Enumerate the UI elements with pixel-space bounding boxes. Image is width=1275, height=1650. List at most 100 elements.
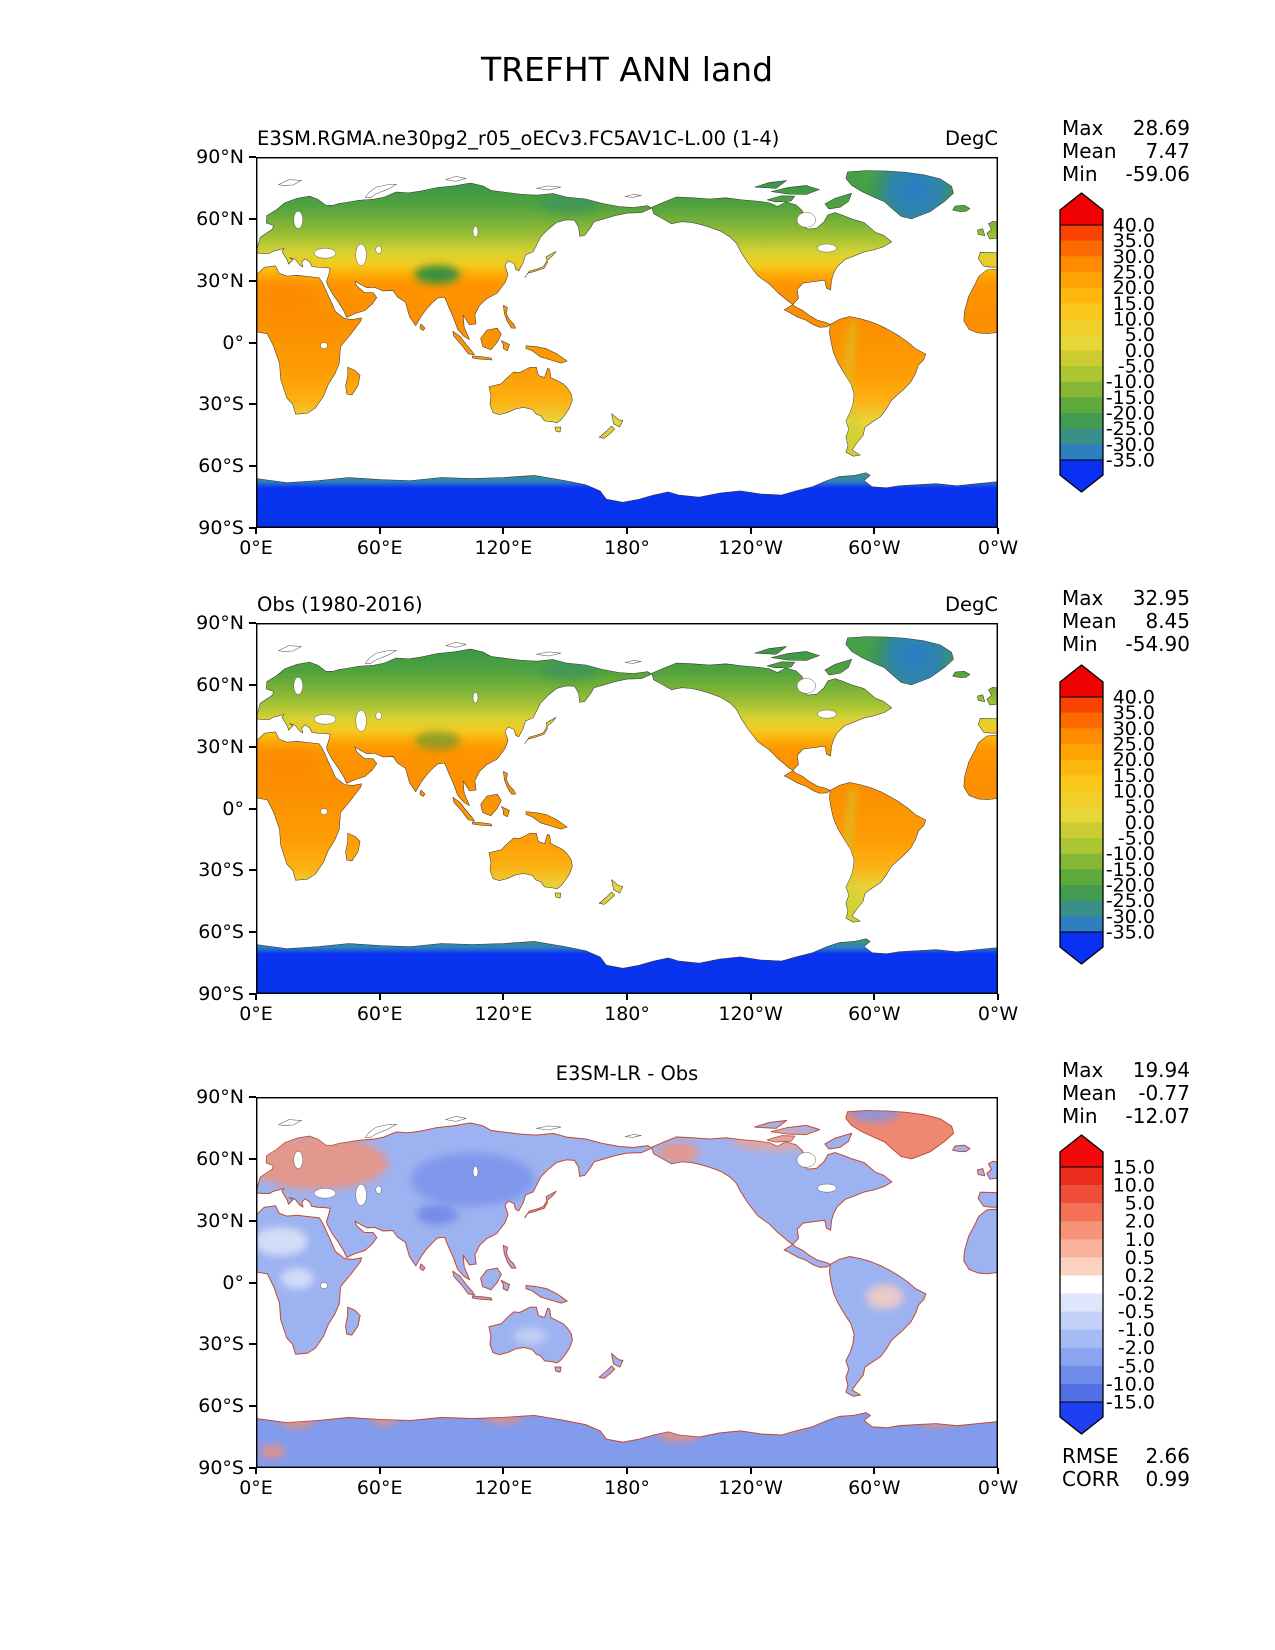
y-tick (249, 807, 256, 810)
stat-row: CORR 0.99 (1062, 1468, 1190, 1491)
x-tick (378, 1468, 381, 1474)
panel-3-title: E3SM-LR - Obs (555, 1062, 699, 1085)
y-tick-label: 30°S (198, 393, 244, 416)
colorbar-tick-label: -20.0 (1106, 402, 1155, 424)
figure-title: TREFHT ANN land (480, 50, 774, 89)
x-tick-label: 180° (604, 537, 650, 559)
y-tick-label: 0° (222, 1271, 244, 1294)
colorbar-tick-label: -5.0 (1118, 355, 1155, 377)
stat-row: Min -12.07 (1062, 1105, 1190, 1128)
x-tick (502, 1468, 505, 1474)
y-tick-label: 90°S (198, 983, 244, 1005)
colorbar-tick-label: 35.0 (1113, 702, 1155, 724)
colorbar-tick-label: 10.0 (1113, 308, 1155, 330)
y-tick (249, 1157, 256, 1160)
world-map-panel-1 (256, 157, 998, 528)
x-tick-label: 120°E (474, 537, 533, 559)
x-tick-label: 120°W (718, 537, 783, 559)
y-tick (249, 465, 256, 468)
y-tick-label: 30°N (196, 1209, 244, 1232)
y-tick-label: 90°S (198, 517, 244, 539)
x-tick (997, 994, 999, 1000)
y-tick (249, 1405, 256, 1408)
colorbar-panel-1: 40.035.030.025.020.015.010.05.00.0-5.0-1… (1059, 192, 1155, 493)
y-tick (249, 869, 256, 872)
stat-value: -59.06 (1125, 162, 1190, 186)
x-tick (749, 994, 752, 1000)
x-tick (626, 528, 628, 534)
colorbar-tick-label: -10.0 (1106, 1373, 1155, 1395)
colorbar-slot-panel-2: 40.0 35.0 30.0 25.0 20.0 15.0 10.0 5.0 0.0 -5.0 -1… (1058, 663, 1218, 968)
panel-2-title: Obs (1980-2016) (257, 593, 423, 616)
x-tick-label: 0°W (977, 537, 1019, 559)
y-tick-label: 30°N (196, 269, 244, 292)
x-tick-label: 60°W (848, 537, 901, 559)
y-tick-label: 60°N (196, 673, 244, 696)
x-tick (997, 528, 999, 534)
x-tick (749, 528, 752, 534)
colorbar-tick-label: 35.0 (1113, 230, 1155, 252)
panel-1-title: E3SM.RGMA.ne30pg2_r05_oECv3.FC5AV1C-L.00… (257, 127, 780, 150)
y-tick-label: 0° (222, 331, 244, 354)
y-tick-label: 90°S (198, 1457, 244, 1479)
colorbar-tick-label: 5.0 (1125, 796, 1155, 818)
colorbar-tick-label: -15.0 (1106, 859, 1155, 881)
y-tick-label: 60°S (198, 455, 244, 478)
map-panel-1 (256, 157, 998, 528)
stat-label: CORR (1062, 1467, 1120, 1491)
y-tick-label: 60°S (198, 1395, 244, 1418)
stat-label: Mean (1062, 139, 1117, 163)
stat-value: -12.07 (1125, 1104, 1190, 1128)
y-tick (249, 1281, 256, 1284)
colorbar-panel-2: 40.035.030.025.020.015.010.05.00.0-5.0-1… (1059, 664, 1155, 965)
stat-value: 8.45 (1145, 609, 1190, 633)
colorbar-tick-label: -35.0 (1106, 449, 1155, 471)
y-tick (249, 622, 256, 624)
y-tick (249, 745, 256, 748)
stat-row: RMSE 2.66 (1062, 1445, 1190, 1468)
colorbar-tick-label: -30.0 (1106, 906, 1155, 928)
colorbar-tick-label: -1.0 (1118, 1319, 1155, 1341)
y-tick-label: 90°N (196, 1086, 244, 1108)
panel-3-skill-stats: RMSE 2.66 CORR 0.99 (1062, 1445, 1190, 1491)
y-tick-label: 0° (222, 797, 244, 820)
colorbar-tick-label: 0.0 (1125, 340, 1155, 362)
stat-row: Mean -0.77 (1062, 1082, 1190, 1105)
stat-value: 19.94 (1132, 1058, 1190, 1082)
x-tick-label: 180° (604, 1477, 650, 1499)
x-tick (378, 528, 381, 534)
y-tick (249, 993, 256, 995)
panel-2-units-label: DegC (944, 593, 998, 616)
x-tick-label: 120°W (718, 1003, 783, 1025)
colorbar-slot-panel-3: 15.0 10.0 5.0 2.0 1.0 0.5 0.2 -0.2 -0.5 -1.0 -2.0-… (1058, 1133, 1218, 1438)
x-tick-label: 0°W (977, 1003, 1019, 1025)
y-tick-label: 30°S (198, 1333, 244, 1356)
world-map-panel-3 (256, 1097, 998, 1468)
panel-1-units-label: DegC (944, 127, 998, 150)
colorbar-tick-label: -5.0 (1118, 827, 1155, 849)
x-tick (626, 994, 628, 1000)
colorbar-tick-label: -0.2 (1118, 1283, 1155, 1305)
stat-value: -0.77 (1138, 1081, 1190, 1105)
y-tick (249, 341, 256, 344)
stat-value: 7.47 (1145, 139, 1190, 163)
stat-label: Min (1062, 632, 1098, 656)
y-tick (249, 1467, 256, 1469)
y-tick (249, 1219, 256, 1222)
colorbar-tick-label: 15.0 (1113, 765, 1155, 787)
world-map-panel-2 (256, 623, 998, 994)
colorbar-tick-label: 5.0 (1125, 1193, 1155, 1215)
colorbar-tick-label: 15.0 (1113, 1156, 1155, 1178)
colorbar-tick-label: 30.0 (1113, 246, 1155, 268)
y-tick-label: 60°N (196, 1147, 244, 1170)
x-tick-label: 60°E (356, 537, 403, 559)
colorbar-tick-label: 25.0 (1113, 733, 1155, 755)
x-tick (255, 1468, 257, 1474)
map-panel-3 (256, 1097, 998, 1468)
x-tick (749, 1468, 752, 1474)
y-tick-label: 60°N (196, 207, 244, 230)
stat-value: 32.95 (1132, 586, 1190, 610)
x-tick-label: 60°W (848, 1003, 901, 1025)
colorbar-tick-label: 0.5 (1125, 1247, 1155, 1269)
